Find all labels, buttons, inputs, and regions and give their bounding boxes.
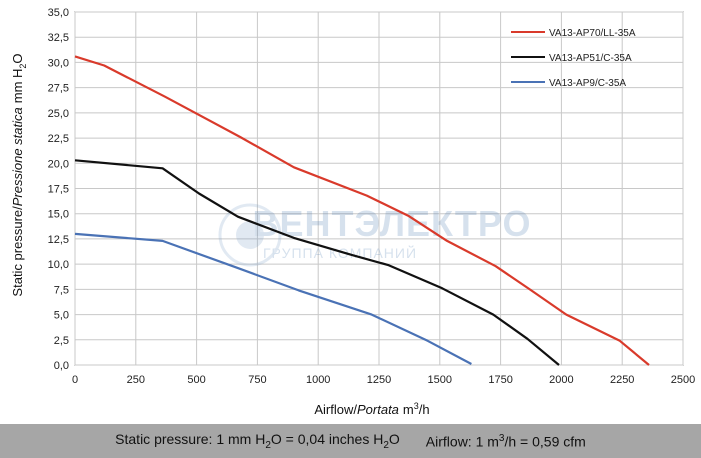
y-tick-label: 17,5 [48,184,69,196]
watermark-logo-circle [218,203,282,267]
x-tick-label: 2500 [671,374,695,386]
y-tick-label: 20,0 [48,158,69,170]
axis-ticks: 0,0 2,5 5,0 7,5 10,0 12,5 15,0 17,5 20,0 22,5 25,0… [48,7,696,386]
grid [74,11,684,366]
y-tick-label: 10,0 [48,259,69,271]
x-tick-label: 1000 [306,374,330,386]
static-pressure-conversion: Static pressure: 1 mm H2O = 0,04 inches … [115,431,400,451]
legend-label: VA13-AP9/C-35A [549,78,626,89]
y-tick-label: 35,0 [48,7,69,19]
legend-label: VA13-AP51/C-35A [549,53,632,64]
watermark-logo-inner [236,221,264,249]
x-tick-label: 1750 [488,374,512,386]
y-tick-label: 25,0 [48,108,69,120]
series-lines [74,55,650,366]
y-tick-label: 0,0 [54,360,69,372]
y-tick-label: 7,5 [54,284,69,296]
y-tick-label: 32,5 [48,32,69,44]
x-tick-label: 1500 [428,374,452,386]
series-line-2 [74,232,472,365]
y-tick-label: 5,0 [54,310,69,322]
x-tick-label: 2000 [549,374,573,386]
legend: VA13-AP70/LL-35A VA13-AP51/C-35A VA13-AP9/… [511,28,636,89]
y-tick-label: 15,0 [48,209,69,221]
y-tick-label: 2,5 [54,335,69,347]
x-tick-label: 500 [187,374,205,386]
x-tick-label: 2250 [610,374,634,386]
conversion-footer: Static pressure: 1 mm H2O = 0,04 inches … [0,424,701,458]
watermark-brand: ВЕНТЭЛЕКТРО [253,203,532,244]
x-tick-label: 250 [127,374,145,386]
x-tick-label: 0 [72,374,78,386]
x-tick-label: 1250 [367,374,391,386]
legend-label: VA13-AP70/LL-35A [549,28,636,39]
series-line-1 [74,159,560,366]
series-line-0 [74,55,650,366]
y-tick-label: 12,5 [48,234,69,246]
y-axis-title: Static pressure/Pressione staticamm H2O [10,53,28,296]
y-tick-label: 30,0 [48,57,69,69]
y-tick-label: 22,5 [48,133,69,145]
y-tick-label: 27,5 [48,83,69,95]
x-axis-title: Airflow/Portata m3/h [314,401,429,417]
airflow-conversion: Airflow: 1 m3/h = 0,59 cfm [425,432,586,450]
x-tick-label: 750 [248,374,266,386]
